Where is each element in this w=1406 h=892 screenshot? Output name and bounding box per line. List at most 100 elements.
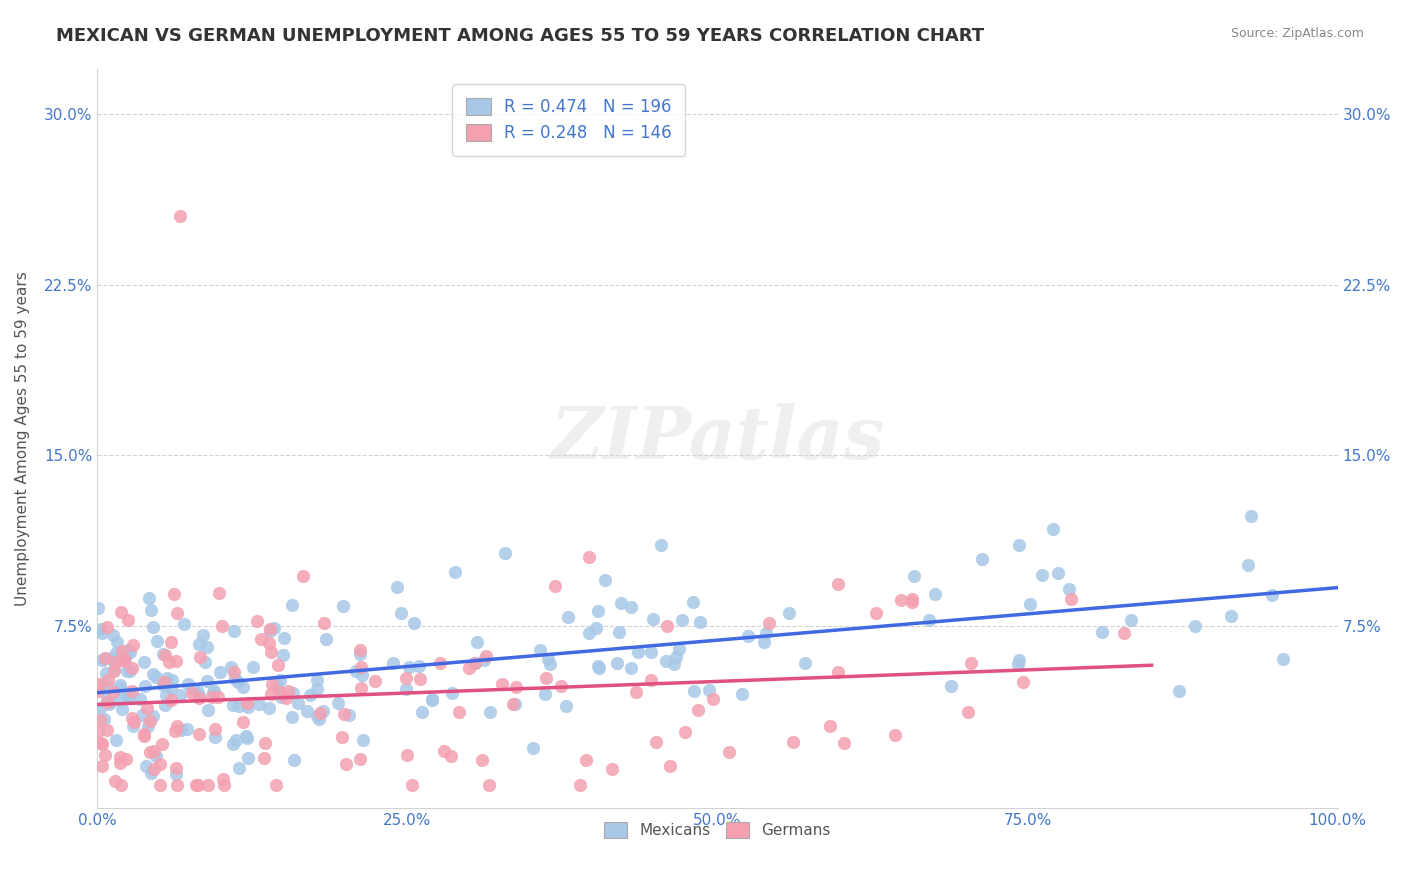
Point <box>120 689 142 703</box>
Text: ZIPatlas: ZIPatlas <box>550 402 884 474</box>
Point <box>163 724 186 739</box>
Point <box>502 697 524 711</box>
Point <box>118 645 141 659</box>
Point <box>544 579 567 593</box>
Point <box>169 210 191 224</box>
Point <box>491 676 513 690</box>
Point <box>224 672 246 686</box>
Point <box>87 683 110 698</box>
Point <box>494 546 516 560</box>
Point <box>409 672 432 686</box>
Point <box>683 683 706 698</box>
Point <box>901 591 924 606</box>
Point <box>117 690 139 704</box>
Point <box>884 728 907 742</box>
Point <box>105 635 128 649</box>
Point <box>260 644 283 658</box>
Point <box>420 693 443 707</box>
Point <box>247 698 270 712</box>
Point <box>620 661 643 675</box>
Point <box>141 603 163 617</box>
Point <box>352 668 374 682</box>
Point <box>121 661 143 675</box>
Point <box>1114 626 1136 640</box>
Point <box>201 685 224 699</box>
Point <box>194 656 217 670</box>
Point <box>600 763 623 777</box>
Point <box>312 704 335 718</box>
Point <box>228 761 250 775</box>
Point <box>349 751 371 765</box>
Point <box>382 656 405 670</box>
Point <box>222 624 245 638</box>
Point <box>135 759 157 773</box>
Point <box>153 698 176 712</box>
Point <box>232 715 254 730</box>
Point <box>153 648 176 662</box>
Point <box>101 685 124 699</box>
Point <box>305 673 328 687</box>
Point <box>96 620 118 634</box>
Point <box>90 625 112 640</box>
Point <box>575 753 598 767</box>
Point <box>1119 613 1142 627</box>
Point <box>752 634 775 648</box>
Point <box>143 762 166 776</box>
Point <box>145 669 167 683</box>
Point <box>578 626 600 640</box>
Text: MEXICAN VS GERMAN UNEMPLOYMENT AMONG AGES 55 TO 59 YEARS CORRELATION CHART: MEXICAN VS GERMAN UNEMPLOYMENT AMONG AGE… <box>56 27 984 45</box>
Point <box>90 736 112 750</box>
Point <box>263 621 285 635</box>
Point <box>228 699 250 714</box>
Point <box>865 606 887 620</box>
Point <box>607 625 630 640</box>
Point <box>188 650 211 665</box>
Point <box>150 737 173 751</box>
Point <box>332 599 354 613</box>
Point <box>626 684 648 698</box>
Point <box>280 710 302 724</box>
Point <box>697 683 720 698</box>
Point <box>702 691 724 706</box>
Point <box>1060 591 1083 606</box>
Point <box>138 591 160 606</box>
Point <box>903 569 925 583</box>
Point <box>138 745 160 759</box>
Point <box>202 684 225 698</box>
Point <box>464 656 486 670</box>
Point <box>250 632 273 646</box>
Point <box>170 723 193 737</box>
Point <box>242 660 264 674</box>
Point <box>117 613 139 627</box>
Point <box>191 628 214 642</box>
Point <box>165 766 187 780</box>
Point <box>675 725 697 739</box>
Point <box>364 674 387 689</box>
Point <box>794 656 817 670</box>
Point <box>1012 675 1035 690</box>
Point <box>225 733 247 747</box>
Point <box>142 744 165 758</box>
Point <box>166 778 188 792</box>
Point <box>114 651 136 665</box>
Point <box>924 587 946 601</box>
Point <box>156 671 179 685</box>
Point <box>465 634 488 648</box>
Point <box>134 726 156 740</box>
Point <box>222 665 245 679</box>
Point <box>1008 538 1031 552</box>
Point <box>219 660 242 674</box>
Point <box>142 666 165 681</box>
Point <box>87 601 110 615</box>
Point <box>429 656 451 670</box>
Point <box>222 698 245 712</box>
Point <box>308 706 330 720</box>
Point <box>890 592 912 607</box>
Point <box>689 615 711 630</box>
Point <box>264 778 287 792</box>
Point <box>659 758 682 772</box>
Legend: Mexicans, Germans: Mexicans, Germans <box>599 816 837 845</box>
Point <box>259 687 281 701</box>
Point <box>606 656 628 670</box>
Point <box>149 757 172 772</box>
